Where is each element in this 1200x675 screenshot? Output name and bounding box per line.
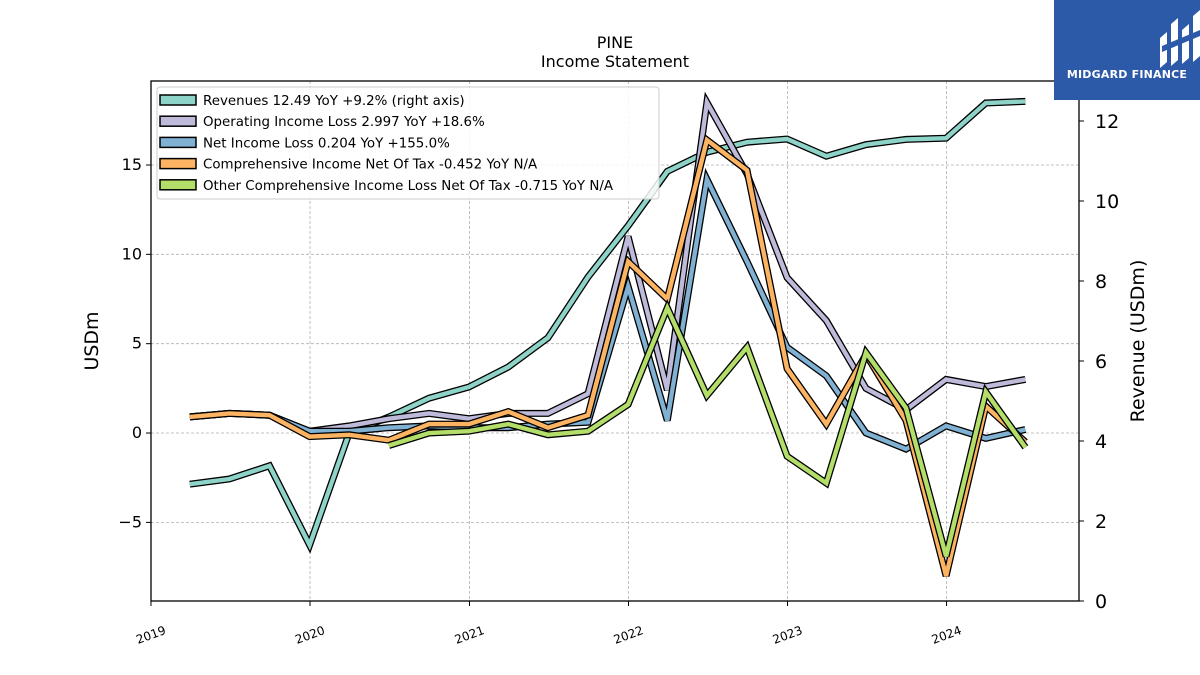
series-line bbox=[189, 97, 1026, 554]
plot-frame bbox=[150, 80, 1080, 602]
y-right-tick-label: 10 bbox=[1095, 191, 1119, 213]
series-stroke bbox=[189, 99, 1026, 551]
y-right-tick-label: 6 bbox=[1095, 351, 1107, 373]
brand-logo-text: MIDGARD FINANCE bbox=[1066, 68, 1188, 81]
y-right-tick-label: 4 bbox=[1095, 431, 1107, 453]
chart-subtitle: Income Statement bbox=[541, 52, 689, 71]
y-tick-label: 5 bbox=[132, 334, 142, 353]
x-tick-label: 2024 bbox=[930, 623, 963, 647]
y-right-tick-label: 0 bbox=[1095, 591, 1107, 613]
legend-swatch bbox=[159, 115, 197, 127]
x-tick-label: 2023 bbox=[771, 623, 804, 647]
x-tick-label: 2021 bbox=[453, 623, 486, 647]
y-right-tick-label: 12 bbox=[1095, 111, 1119, 133]
axes: −5 0 5 10 15 0 2 4 6 8 10 12 2019 2020 2021 2022 2023 202… bbox=[118, 111, 1119, 647]
legend-label: Other Comprehensive Income Loss Net Of T… bbox=[203, 179, 614, 194]
y-axis-right-label: Revenue (USDm) bbox=[1127, 260, 1149, 423]
y-tick-label: 15 bbox=[122, 155, 142, 174]
y-tick-label: 0 bbox=[132, 423, 142, 442]
series-stroke bbox=[189, 136, 1027, 577]
legend-label: Operating Income Loss 2.997 YoY +18.6% bbox=[203, 115, 485, 130]
legend-label: Comprehensive Income Net Of Tax -0.452 Y… bbox=[203, 158, 538, 173]
legend-label: Net Income Loss 0.204 YoY +155.0% bbox=[203, 136, 450, 151]
legend: Revenues 12.49 YoY +9.2% (right axis) Ope… bbox=[156, 86, 660, 200]
series-stroke bbox=[388, 302, 1028, 557]
legend-label: Revenues 12.49 YoY +9.2% (right axis) bbox=[203, 94, 465, 109]
legend-swatch bbox=[159, 157, 197, 170]
legend-swatch bbox=[159, 94, 197, 106]
legend-swatch bbox=[159, 179, 197, 191]
series-line bbox=[387, 299, 1029, 558]
y-axis-label: USDm bbox=[81, 311, 103, 370]
midgard-logo-icon bbox=[1160, 10, 1200, 68]
y-tick-label: 10 bbox=[122, 244, 142, 263]
series-line bbox=[189, 167, 1027, 453]
x-tick-label: 2020 bbox=[293, 623, 326, 647]
x-tick-label: 2022 bbox=[612, 623, 645, 647]
legend-box bbox=[156, 86, 660, 200]
series-line bbox=[189, 134, 1028, 577]
chart-title: PINE bbox=[597, 33, 633, 52]
brand-logo: MIDGARD FINANCE bbox=[1054, 0, 1200, 100]
y-right-tick-label: 2 bbox=[1095, 511, 1107, 533]
legend-swatch bbox=[159, 136, 197, 149]
series-layer bbox=[189, 91, 1029, 577]
series-stroke bbox=[189, 172, 1026, 452]
x-tick-label: 2019 bbox=[134, 623, 167, 647]
y-right-tick-label: 8 bbox=[1095, 271, 1107, 293]
y-tick-label: −5 bbox=[118, 512, 142, 531]
